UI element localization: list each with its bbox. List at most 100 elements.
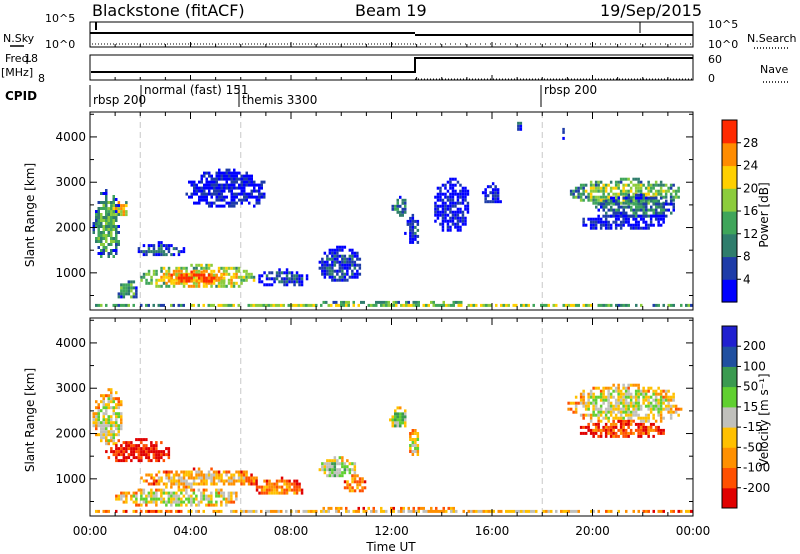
data-cell <box>187 497 191 501</box>
data-cell <box>192 476 196 480</box>
data-cell <box>197 278 201 282</box>
data-cell <box>97 424 100 428</box>
data-cell <box>565 509 568 513</box>
data-cell <box>212 473 216 477</box>
data-cell <box>338 254 342 258</box>
data-cell <box>238 198 241 202</box>
data-cell <box>112 421 115 425</box>
data-cell <box>193 201 196 205</box>
data-cell <box>202 279 206 283</box>
data-cell <box>200 195 203 199</box>
data-cell <box>439 189 442 193</box>
data-cell <box>627 196 630 200</box>
data-cell <box>348 471 352 475</box>
data-cell <box>105 237 108 240</box>
data-cell <box>107 430 110 434</box>
data-cell <box>115 210 118 213</box>
data-cell <box>647 189 650 193</box>
data-cell <box>644 392 648 396</box>
data-cell <box>182 479 186 483</box>
data-cell <box>615 208 618 212</box>
data-cell <box>207 279 211 283</box>
data-cell <box>250 174 253 178</box>
data-cell <box>207 281 211 285</box>
nsearch-tick-bottom: 10^0 <box>708 38 738 51</box>
data-cell <box>203 195 206 199</box>
data-cell <box>190 195 193 199</box>
data-cell <box>170 476 173 480</box>
data-cell <box>396 198 399 202</box>
colorbar-swatch <box>722 366 737 388</box>
data-cell <box>527 509 530 513</box>
data-cell <box>255 201 258 205</box>
data-cell <box>639 428 643 432</box>
data-cell <box>120 292 123 296</box>
colorbar-tick-label: 20 <box>743 181 758 195</box>
data-cell <box>446 198 450 202</box>
data-cell <box>107 418 110 422</box>
data-cell <box>327 506 330 510</box>
data-cell <box>327 303 330 307</box>
data-cell <box>215 186 218 190</box>
data-cell <box>195 266 198 270</box>
data-cell <box>233 192 236 196</box>
data-cell <box>232 275 236 279</box>
data-cell <box>540 303 543 307</box>
data-cell <box>142 497 146 501</box>
data-cell <box>677 189 680 193</box>
data-cell <box>330 506 333 510</box>
data-cell <box>107 456 111 460</box>
station-title: Blackstone (fitACF) <box>92 1 245 20</box>
data-cell <box>202 497 206 501</box>
data-cell <box>227 272 231 276</box>
data-cell <box>97 231 100 234</box>
data-cell <box>232 500 236 504</box>
data-cell <box>242 476 246 480</box>
data-cell <box>607 208 610 212</box>
data-cell <box>245 177 248 181</box>
data-cell <box>659 192 663 196</box>
data-cell <box>248 192 251 196</box>
data-cell <box>484 188 487 192</box>
data-cell <box>283 488 286 492</box>
data-cell <box>140 488 143 492</box>
data-cell <box>382 509 385 513</box>
data-cell <box>401 210 404 214</box>
nsky-tick-bottom: 10^0 <box>45 38 75 51</box>
data-cell <box>192 284 196 288</box>
data-cell <box>660 196 663 200</box>
data-cell <box>322 300 325 304</box>
data-cell <box>100 427 103 431</box>
data-cell <box>215 183 218 187</box>
data-cell <box>604 428 608 432</box>
data-cell <box>450 509 453 513</box>
data-cell <box>190 470 193 474</box>
data-cell <box>258 198 261 202</box>
data-cell <box>120 453 123 457</box>
data-cell <box>647 419 650 423</box>
data-cell <box>160 479 163 483</box>
colorbar-tick-label: 4 <box>743 272 751 286</box>
data-cell <box>404 418 407 422</box>
data-cell <box>175 266 178 270</box>
data-cell <box>285 485 289 489</box>
data-cell <box>175 281 178 285</box>
data-cell <box>665 199 668 203</box>
data-cell <box>157 278 161 282</box>
data-cell <box>517 509 520 513</box>
data-cell <box>130 459 133 463</box>
data-cell <box>579 183 583 187</box>
data-cell <box>200 279 203 283</box>
data-cell <box>657 386 660 390</box>
data-cell <box>649 428 653 432</box>
data-cell <box>444 216 447 220</box>
data-cell <box>328 269 332 273</box>
data-cell <box>338 269 342 273</box>
data-cell <box>137 438 141 442</box>
data-cell <box>604 434 608 438</box>
data-cell <box>582 392 585 396</box>
data-cell <box>160 491 163 495</box>
data-cell <box>584 425 588 429</box>
data-cell <box>150 450 153 454</box>
data-cell <box>162 491 166 495</box>
